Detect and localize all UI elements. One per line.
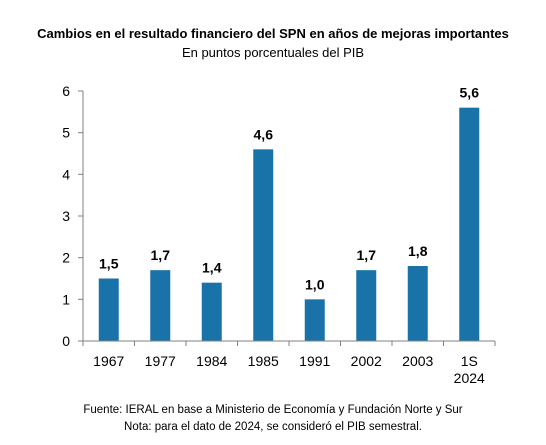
y-tick-label: 5 bbox=[62, 125, 70, 141]
x-tick-label: 1984 bbox=[196, 353, 227, 369]
data-label: 1,7 bbox=[151, 247, 171, 263]
bar bbox=[150, 270, 171, 341]
data-label: 1,5 bbox=[99, 256, 119, 272]
bars bbox=[98, 107, 480, 342]
y-tick-label: 6 bbox=[62, 83, 70, 99]
bar bbox=[356, 270, 377, 341]
source-note: Fuente: IERAL en base a Ministerio de Ec… bbox=[83, 404, 463, 416]
footnote: Nota: para el dato de 2024, se consideró… bbox=[124, 421, 422, 433]
data-labels: 1,5 1,7 1,4 4,6 1,0 1,7 1,8 5,6 bbox=[99, 85, 479, 293]
bar bbox=[201, 282, 222, 341]
x-tick-label: 1985 bbox=[248, 353, 279, 369]
x-tick-label: 1977 bbox=[145, 353, 176, 369]
x-tick-label: 1967 bbox=[93, 353, 124, 369]
y-axis: 0 1 2 3 4 5 6 bbox=[62, 83, 84, 349]
data-label: 1,0 bbox=[305, 276, 325, 292]
x-tick-label: 1S bbox=[461, 353, 478, 369]
data-label: 5,6 bbox=[460, 85, 480, 101]
x-tick-label: 2002 bbox=[351, 353, 382, 369]
y-tick-label: 4 bbox=[62, 166, 70, 182]
chart-title: Cambios en el resultado financiero del S… bbox=[37, 26, 509, 41]
bar bbox=[253, 149, 274, 341]
data-label: 1,4 bbox=[202, 260, 222, 276]
y-tick-label: 3 bbox=[62, 208, 70, 224]
data-label: 4,6 bbox=[254, 126, 274, 142]
x-tick-label: 1991 bbox=[299, 353, 330, 369]
data-label: 1,7 bbox=[357, 247, 377, 263]
y-tick-label: 2 bbox=[62, 250, 70, 266]
bar bbox=[407, 266, 428, 341]
bar-chart: 0 1 2 3 4 5 6 1,5 1,7 1,4 4,6 1,0 1,7 1,8 5,6 1967 197… bbox=[62, 83, 496, 386]
bar bbox=[98, 278, 119, 341]
x-tick-label: 2024 bbox=[454, 370, 485, 386]
data-label: 1,8 bbox=[408, 243, 428, 259]
chart-subtitle: En puntos porcentuales del PIB bbox=[181, 45, 365, 60]
chart-footer: Fuente: IERAL en base a Ministerio de Ec… bbox=[0, 402, 546, 436]
y-tick-label: 1 bbox=[62, 291, 70, 307]
y-tick-label: 0 bbox=[62, 333, 70, 349]
x-tick-label: 2003 bbox=[402, 353, 433, 369]
bar bbox=[304, 299, 325, 341]
bar bbox=[459, 107, 480, 342]
